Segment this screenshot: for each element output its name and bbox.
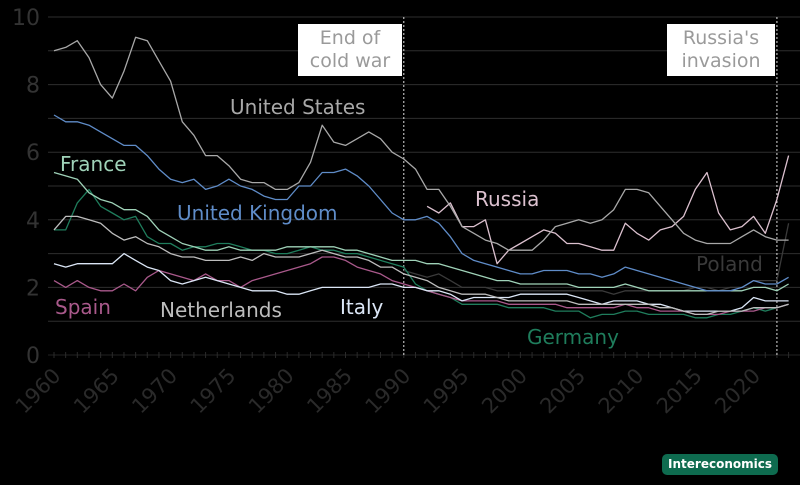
series-line-united-kingdom — [53, 114, 789, 292]
x-tick-label: 2005 — [535, 364, 590, 419]
label-russia: Russia — [475, 187, 540, 211]
annotation-line: invasion — [681, 50, 761, 72]
label-spain: Spain — [55, 295, 111, 319]
annotation-russia-invasion: Russia's invasion — [667, 24, 775, 76]
series-line-netherlands — [53, 215, 789, 316]
label-netherlands: Netherlands — [160, 298, 282, 322]
x-tick-label: 2020 — [710, 364, 765, 419]
label-france: France — [60, 152, 127, 176]
x-tick-label: 2015 — [652, 364, 707, 419]
y-tick-label: 6 — [26, 141, 40, 166]
x-tick-label: 1970 — [127, 364, 182, 419]
series-line-poland — [403, 223, 790, 295]
x-tick-label: 1990 — [361, 364, 416, 419]
x-tick-label: 1975 — [186, 364, 241, 419]
x-tick-label: 1985 — [302, 364, 357, 419]
label-germany: Germany — [527, 325, 619, 349]
x-tick-label: 2010 — [594, 364, 649, 419]
label-united-states: United States — [230, 95, 366, 119]
series-line-united-states — [53, 36, 789, 251]
x-tick-label: 1965 — [69, 364, 124, 419]
series-line-france — [53, 171, 789, 292]
x-tick-label: 2000 — [477, 364, 532, 419]
annotation-line: cold war — [309, 50, 391, 72]
series-line-italy — [53, 252, 789, 312]
brand-badge[interactable]: Intereconomics — [662, 454, 778, 475]
y-tick-label: 8 — [26, 74, 40, 99]
annotation-line: Russia's — [682, 27, 760, 49]
y-tick-label: 4 — [26, 209, 40, 234]
series-line-russia — [426, 155, 790, 265]
y-tick-label: 2 — [26, 276, 40, 301]
series-line-germany — [54, 188, 789, 319]
x-tick-label: 1995 — [419, 364, 474, 419]
y-tick-label: 0 — [26, 344, 40, 369]
label-united-kingdom: United Kingdom — [177, 201, 338, 225]
annotation-end-of-cold-war: End of cold war — [298, 24, 402, 76]
y-tick-label: 10 — [12, 6, 40, 31]
label-italy: Italy — [340, 295, 384, 319]
x-tick-label: 1960 — [11, 364, 66, 419]
label-poland: Poland — [696, 252, 763, 276]
annotation-line: End of — [319, 27, 381, 49]
x-tick-label: 1980 — [244, 364, 299, 419]
